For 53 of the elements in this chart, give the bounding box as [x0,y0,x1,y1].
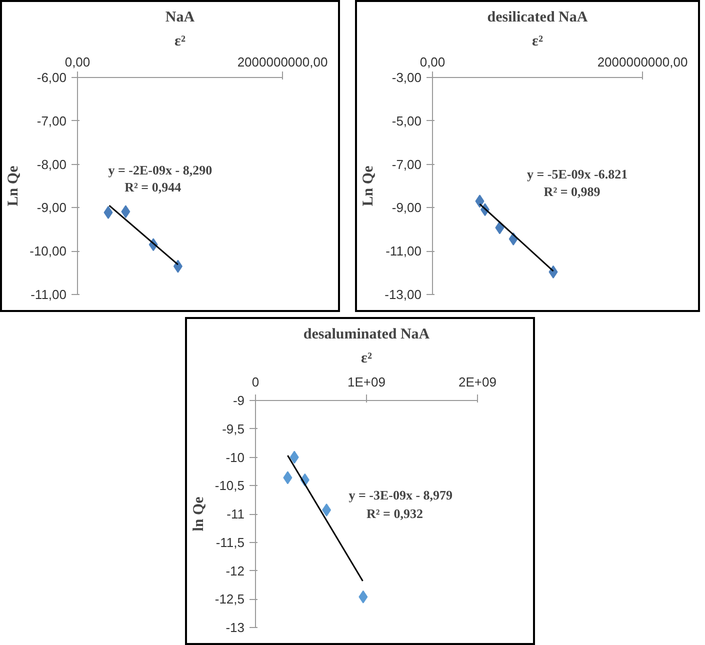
y-tick-label: -9,00 [392,200,422,216]
chart-title: NaA [165,10,195,26]
y-tick-label: -5,00 [392,113,422,128]
chart-title: desilicated NaA [487,10,588,26]
y-tick-label: -9,00 [36,200,67,216]
y-tick-label: -11,5 [216,534,245,550]
point [290,450,299,464]
y-tick-label: -6,00 [36,70,67,85]
y-axis-title: ln Qe [190,496,207,532]
point [104,206,113,219]
y-tick-label: -10 [226,450,245,465]
y-tick-label: -9,5 [222,421,245,436]
point [283,471,292,484]
y-tick-label: -13 [226,620,245,635]
annotation: R² = 0,944 [124,180,182,195]
y-tick-label: -7,00 [392,156,422,172]
chart-title: desaluminated NaA [303,326,430,342]
y-tick-label: -9 [232,393,245,408]
y-tick-label: -8,00 [36,156,67,172]
x-axis-title: ε² [532,34,544,50]
x-tick-label: 2000000000,00 [597,54,688,70]
x-axis-title: ε² [174,34,186,50]
point [548,265,558,278]
y-axis-title: Ln Qe [6,165,22,206]
annotation: y = -3E-09x - 8,979 [348,488,454,503]
y-tick-label: -11 [226,506,245,522]
point [495,221,504,234]
y-tick-label: -10,5 [214,478,245,494]
annotation: y = -2E-09x - 8,290 [108,162,212,178]
x-tick-label: 0,00 [420,54,446,70]
y-tick-label: -3,00 [392,70,422,85]
point [358,590,368,604]
point [121,205,130,218]
y-tick-label: -12,5 [214,592,245,607]
y-tick-label: -13,00 [384,287,422,302]
y-tick-label: -11,00 [30,287,67,302]
x-tick-label: 0,00 [64,54,90,70]
annotation: y = -5E-09x -6.821 [527,166,628,182]
x-tick-label: 0 [252,374,260,390]
y-tick-label: -12 [226,563,245,578]
y-tick-label: -10,00 [30,244,67,259]
y-tick-label: -7,00 [36,113,67,128]
x-tick-label: 2000000000,00 [237,54,328,70]
point [173,260,182,273]
x-tick-label: 1E+09 [348,374,386,390]
annotation: R² = 0,932 [366,506,423,521]
y-axis-title: Ln Qe [360,165,377,206]
x-axis-title: ε² [361,350,372,366]
point [322,504,332,517]
point [475,194,484,208]
y-tick-label: -11,00 [386,244,422,259]
x-tick-label: 2E+09 [458,374,496,390]
annotation: R² = 0,989 [544,184,601,200]
